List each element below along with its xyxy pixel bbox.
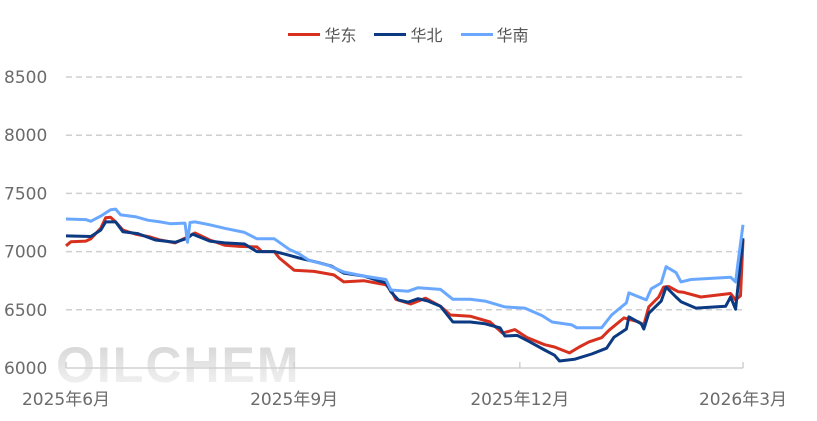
x-tick-label: 2025年9月 xyxy=(250,390,338,410)
y-tick-label: 6000 xyxy=(4,359,47,379)
series-line-huanan[interactable] xyxy=(65,207,745,330)
legend: 华东 华北 华南 xyxy=(0,22,817,46)
y-tick-label: 7500 xyxy=(4,184,47,204)
legend-item-huanan[interactable]: 华南 xyxy=(460,22,529,46)
legend-label-huanan: 华南 xyxy=(496,26,529,45)
legend-swatch-huabei xyxy=(374,32,407,36)
y-tick-label: 7000 xyxy=(4,243,47,263)
x-tick-label: 2025年6月 xyxy=(22,390,110,410)
legend-label-huabei: 华北 xyxy=(410,26,443,45)
legend-label-huadong: 华东 xyxy=(324,26,357,45)
legend-item-huadong[interactable]: 华东 xyxy=(288,22,356,46)
x-tick-label: 2025年12月 xyxy=(470,390,569,410)
y-tick-label: 8000 xyxy=(4,126,47,146)
legend-swatch-huadong xyxy=(288,32,321,36)
series-line-huadong[interactable] xyxy=(65,215,745,355)
x-tick-label: 2026年3月 xyxy=(699,390,787,410)
y-tick-label: 6500 xyxy=(4,301,47,321)
legend-item-huabei[interactable]: 华北 xyxy=(374,22,443,46)
y-tick-label: 8500 xyxy=(4,68,47,88)
oilchem-watermark: OILCHEM xyxy=(56,337,301,393)
legend-swatch-huanan xyxy=(460,32,493,36)
